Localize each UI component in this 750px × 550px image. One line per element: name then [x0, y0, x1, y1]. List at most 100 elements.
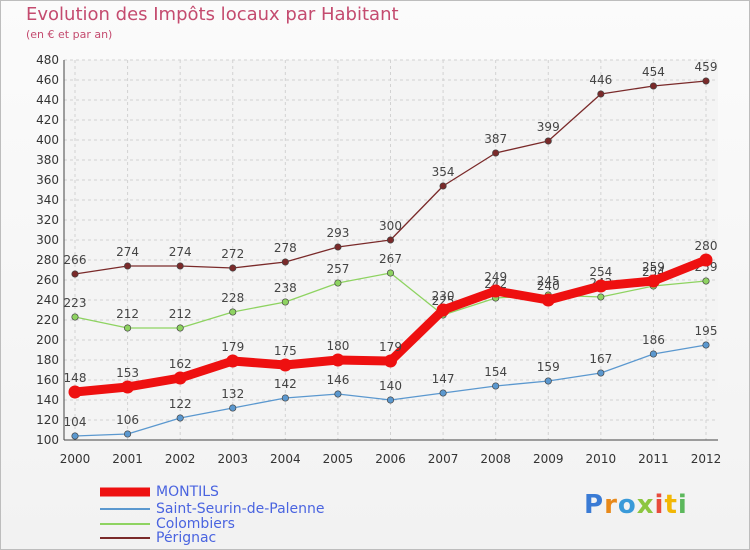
data-label-saint-seurin-de-palenne: 159 — [537, 360, 560, 374]
data-point-p-rignac — [124, 262, 132, 270]
data-point-saint-seurin-de-palenne — [386, 396, 395, 404]
data-label-saint-seurin-de-palenne: 104 — [64, 415, 87, 429]
data-label-montils: 280 — [695, 239, 718, 253]
data-label-montils: 179 — [379, 340, 402, 354]
data-point-p-rignac — [386, 236, 395, 244]
data-label-montils: 179 — [221, 340, 244, 354]
x-tick-label: 2005 — [323, 452, 354, 466]
logo-letter: x — [636, 490, 655, 520]
x-tick-label: 2003 — [217, 452, 248, 466]
data-label-montils: 175 — [274, 344, 297, 358]
data-label-colombiers: 228 — [221, 291, 244, 305]
data-point-montils — [68, 385, 82, 399]
y-tick-label: 240 — [36, 293, 59, 307]
data-point-p-rignac — [544, 137, 552, 145]
data-label-saint-seurin-de-palenne: 147 — [432, 372, 455, 386]
data-label-saint-seurin-de-palenne: 106 — [116, 413, 139, 427]
legend-label-montils: MONTILS — [156, 484, 219, 500]
data-label-colombiers: 212 — [116, 307, 139, 321]
data-point-p-rignac — [597, 90, 605, 98]
y-tick-label: 440 — [36, 93, 59, 107]
data-label-p-rignac: 354 — [432, 165, 455, 179]
data-point-p-rignac — [492, 149, 500, 157]
logo-letter: i — [677, 490, 688, 520]
data-label-p-rignac: 399 — [537, 120, 560, 134]
data-point-colombiers — [597, 293, 605, 301]
y-tick-label: 220 — [36, 313, 59, 327]
data-point-saint-seurin-de-palenne — [334, 390, 342, 398]
legend-label-saint-seurin-de-palenne: Saint-Seurin-de-Palenne — [156, 501, 325, 517]
data-point-colombiers — [124, 324, 132, 332]
data-label-montils: 249 — [484, 270, 507, 284]
y-tick-label: 160 — [36, 373, 59, 387]
data-point-montils — [173, 371, 187, 385]
y-tick-label: 140 — [36, 393, 59, 407]
data-label-saint-seurin-de-palenne: 186 — [642, 333, 665, 347]
data-label-montils: 254 — [589, 265, 612, 279]
data-label-p-rignac: 278 — [274, 241, 297, 255]
data-label-p-rignac: 293 — [326, 226, 349, 240]
data-point-montils — [699, 253, 713, 267]
data-point-montils — [646, 274, 660, 288]
data-label-colombiers: 212 — [169, 307, 192, 321]
x-tick-label: 2004 — [270, 452, 301, 466]
y-tick-label: 420 — [36, 113, 59, 127]
y-tick-label: 200 — [36, 333, 59, 347]
data-point-saint-seurin-de-palenne — [702, 341, 710, 349]
data-label-saint-seurin-de-palenne: 140 — [379, 379, 402, 393]
x-tick-label: 2000 — [60, 452, 91, 466]
logo-letter: r — [604, 490, 618, 520]
x-tick-label: 2009 — [533, 452, 564, 466]
chart-title: Evolution des Impôts locaux par Habitant — [26, 4, 399, 25]
data-label-saint-seurin-de-palenne: 142 — [274, 377, 297, 391]
data-point-p-rignac — [281, 258, 289, 266]
data-point-colombiers — [71, 313, 79, 321]
data-label-p-rignac: 446 — [589, 73, 612, 87]
data-point-montils — [278, 358, 292, 372]
data-point-saint-seurin-de-palenne — [439, 389, 447, 397]
data-point-saint-seurin-de-palenne — [281, 394, 289, 402]
data-point-p-rignac — [229, 264, 237, 272]
y-tick-label: 360 — [36, 173, 59, 187]
data-label-colombiers: 238 — [274, 281, 297, 295]
data-point-montils — [384, 354, 397, 368]
data-point-saint-seurin-de-palenne — [649, 350, 657, 358]
data-point-montils — [541, 293, 555, 307]
data-label-saint-seurin-de-palenne: 122 — [169, 397, 192, 411]
y-tick-label: 280 — [36, 253, 59, 267]
data-point-saint-seurin-de-palenne — [176, 414, 184, 422]
data-point-colombiers — [176, 324, 184, 332]
y-tick-label: 260 — [36, 273, 59, 287]
y-tick-label: 400 — [36, 133, 59, 147]
logo-letter: P — [584, 490, 605, 520]
data-point-colombiers — [334, 279, 342, 287]
data-label-p-rignac: 274 — [116, 245, 139, 259]
data-label-p-rignac: 266 — [64, 253, 87, 267]
y-tick-label: 340 — [36, 193, 59, 207]
x-tick-label: 2007 — [428, 452, 459, 466]
data-point-p-rignac — [649, 82, 657, 90]
data-point-saint-seurin-de-palenne — [71, 432, 79, 440]
data-label-montils: 240 — [537, 279, 560, 293]
proxiti-logo: Proxiti — [584, 490, 688, 520]
data-point-saint-seurin-de-palenne — [544, 377, 552, 385]
data-point-montils — [436, 303, 450, 317]
y-tick-label: 100 — [36, 433, 59, 447]
x-tick-label: 2011 — [638, 452, 669, 466]
data-label-montils: 148 — [64, 371, 87, 385]
data-point-p-rignac — [71, 270, 79, 278]
data-point-colombiers — [229, 308, 237, 316]
data-label-colombiers: 267 — [379, 252, 402, 266]
chart-subtitle: (en € et par an) — [26, 28, 113, 41]
x-tick-label: 2012 — [691, 452, 722, 466]
y-tick-label: 120 — [36, 413, 59, 427]
data-label-saint-seurin-de-palenne: 146 — [326, 373, 349, 387]
data-point-p-rignac — [176, 262, 184, 270]
y-tick-label: 460 — [36, 73, 59, 87]
logo-letter: i — [654, 490, 665, 520]
data-label-p-rignac: 274 — [169, 245, 192, 259]
data-label-p-rignac: 272 — [221, 247, 244, 261]
data-label-saint-seurin-de-palenne: 132 — [221, 387, 244, 401]
data-point-saint-seurin-de-palenne — [229, 404, 237, 412]
data-label-p-rignac: 454 — [642, 65, 665, 79]
